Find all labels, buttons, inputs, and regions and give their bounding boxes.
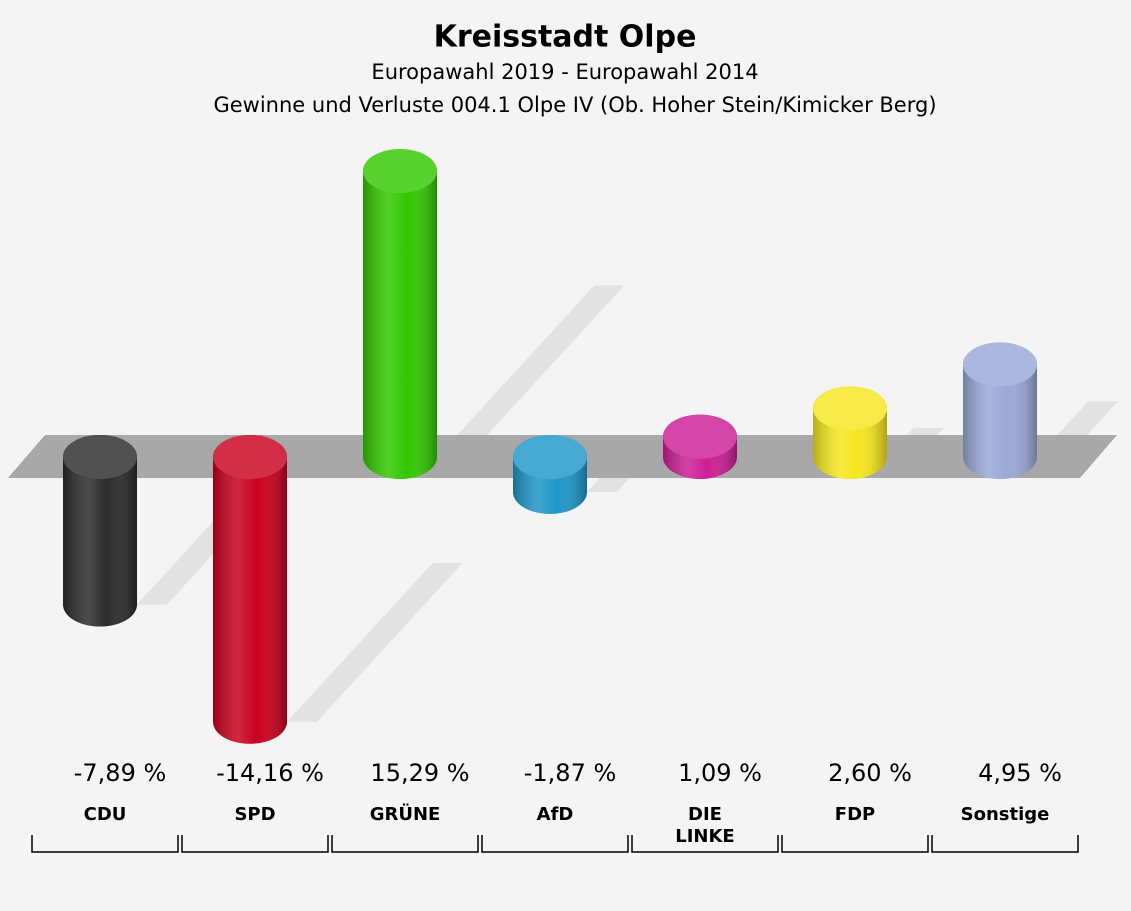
value-label: 4,95 %	[978, 759, 1062, 787]
category-label: CDU	[83, 804, 127, 825]
value-label: -14,16 %	[216, 759, 324, 787]
value-label: 15,29 %	[370, 759, 469, 787]
value-label: -7,89 %	[74, 759, 167, 787]
bar-cap-highlight	[813, 386, 887, 431]
bar-cap	[213, 435, 287, 479]
bar-cap-highlight	[663, 414, 737, 459]
bar-cap-highlight	[213, 435, 287, 479]
bar-shadow	[437, 285, 625, 457]
value-label: 1,09 %	[678, 759, 762, 787]
category-bracket	[781, 835, 929, 853]
bar-cap	[513, 435, 587, 479]
category-bracket	[31, 835, 179, 853]
category-bracket	[631, 835, 779, 853]
chart-subtitle: Europawahl 2019 - Europawahl 2014	[371, 60, 758, 84]
category-bracket	[181, 835, 329, 853]
bar-cap	[663, 414, 737, 459]
value-label: 2,60 %	[828, 759, 912, 787]
bar-shadow	[287, 562, 463, 722]
bar-shading	[63, 435, 137, 627]
category-label: FDP	[834, 804, 876, 825]
category-bracket	[931, 835, 1079, 853]
value-label: -1,87 %	[524, 759, 617, 787]
bar-cap	[363, 149, 437, 194]
chart-title: Kreisstadt Olpe	[434, 20, 697, 55]
category-label: DIE LINKE	[675, 804, 735, 847]
bar-cap	[963, 342, 1037, 387]
bar-cap-highlight	[513, 435, 587, 479]
category-bracket	[481, 835, 629, 853]
bar-cap-highlight	[363, 149, 437, 194]
bar-cap-highlight	[63, 435, 137, 479]
bar-shading	[213, 435, 287, 744]
category-bracket	[331, 835, 479, 853]
bar-cap-highlight	[963, 342, 1037, 387]
category-label: SPD	[234, 804, 276, 825]
category-label: GRÜNE	[369, 804, 441, 825]
bar-cap	[63, 435, 137, 479]
category-label: Sonstige	[960, 804, 1050, 825]
category-label: AfD	[536, 804, 574, 825]
bar-cap	[813, 386, 887, 431]
bar-shading	[363, 149, 437, 479]
chart-description: Gewinne und Verluste 004.1 Olpe IV (Ob. …	[213, 93, 936, 117]
